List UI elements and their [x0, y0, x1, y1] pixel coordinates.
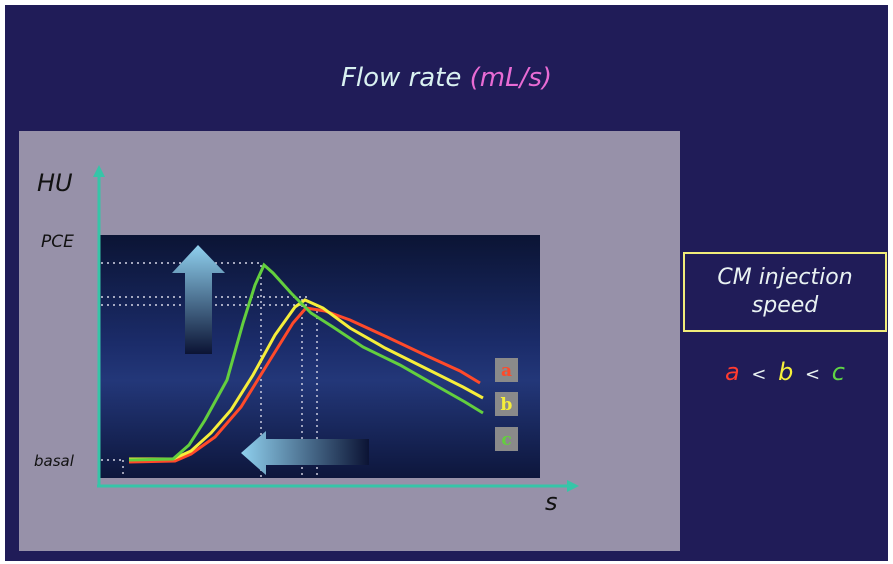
y-tick-pce: PCE: [41, 232, 74, 252]
slide: Flow rate (mL/s): [5, 5, 888, 561]
curve-diagram: HU PCE basal s a b c: [34, 165, 579, 516]
tag-c: c: [501, 430, 511, 450]
order-a: a: [725, 358, 740, 386]
order-lt-2: <: [805, 364, 821, 385]
injection-speed-box: CM injection speed: [683, 252, 887, 332]
axes: [93, 165, 579, 492]
order-b: b: [778, 358, 794, 386]
curve-a: [128, 306, 481, 464]
series-tags: a b c: [495, 358, 518, 451]
slide-title: Flow rate (mL/s): [5, 63, 888, 93]
curve-b: [129, 298, 484, 461]
plot-area: [99, 235, 540, 478]
tag-c-box: [495, 427, 518, 451]
y-tick-basal: basal: [34, 452, 75, 470]
tag-a-box: [495, 358, 518, 382]
title-text: Flow rate: [340, 63, 462, 93]
arrow-up-icon: [172, 245, 225, 354]
arrow-left-icon: [241, 431, 369, 475]
y-axis-arrow-icon: [93, 165, 105, 177]
x-axis-label: s: [545, 488, 558, 516]
order-c: c: [831, 358, 845, 386]
title-units: (mL/s): [469, 63, 553, 93]
tag-b: b: [501, 395, 513, 415]
speed-box-line1: CM injection: [717, 265, 853, 290]
y-axis-label: HU: [37, 169, 73, 197]
x-axis-arrow-icon: [567, 480, 579, 492]
curve-c: [128, 262, 484, 462]
tag-b-box: [495, 392, 518, 416]
order-lt-1: <: [751, 364, 767, 385]
speed-order: a < b < c: [683, 358, 887, 386]
speed-box-line2: speed: [751, 293, 819, 318]
tag-a: a: [501, 361, 512, 381]
